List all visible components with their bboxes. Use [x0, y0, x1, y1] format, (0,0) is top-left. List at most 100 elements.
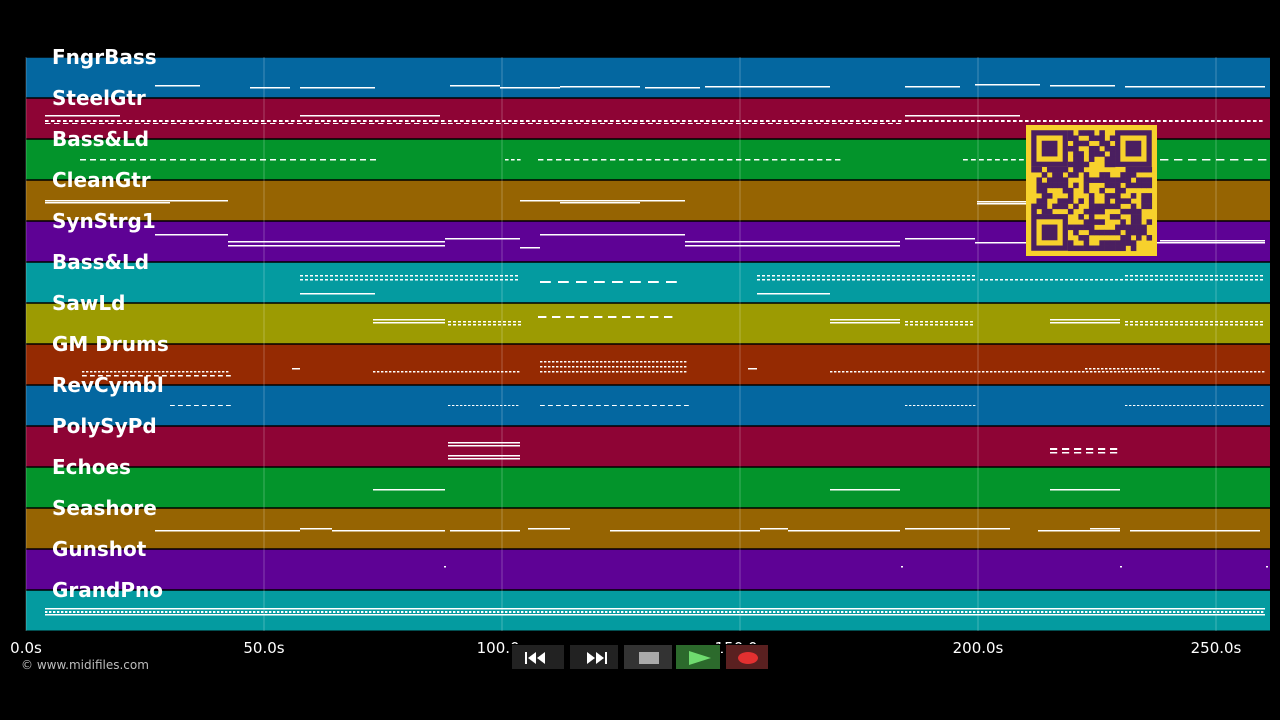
- note: [712, 120, 716, 122]
- stop-button[interactable]: [623, 644, 673, 670]
- record-button[interactable]: [725, 644, 769, 670]
- note: [717, 611, 720, 613]
- note: [902, 279, 905, 281]
- play-button[interactable]: [675, 644, 721, 670]
- qr-module: [1078, 151, 1084, 157]
- note: [470, 279, 473, 281]
- note: [842, 371, 845, 373]
- note: [945, 405, 948, 406]
- note: [1217, 405, 1220, 406]
- note: [520, 247, 540, 249]
- note: [905, 86, 960, 88]
- note: [496, 123, 501, 124]
- note: [802, 275, 805, 277]
- note: [469, 371, 472, 373]
- note: [1165, 275, 1168, 277]
- note: [1258, 371, 1261, 373]
- note: [693, 611, 696, 613]
- note: [306, 123, 312, 124]
- note: [170, 159, 176, 161]
- note: [423, 123, 429, 124]
- note: [685, 241, 900, 243]
- note: [105, 120, 109, 122]
- qr-module: [1057, 177, 1063, 183]
- note: [155, 85, 200, 87]
- note: [640, 120, 644, 122]
- note: [1125, 321, 1128, 323]
- note: [93, 120, 97, 122]
- note: [1140, 279, 1143, 281]
- note: [1257, 611, 1260, 613]
- rewind-button[interactable]: [511, 644, 565, 670]
- qr-module: [1099, 140, 1105, 147]
- note: [1130, 530, 1260, 532]
- note: [564, 371, 567, 373]
- note: [381, 611, 384, 613]
- note: [736, 159, 742, 161]
- note: [1040, 279, 1043, 281]
- qr-module: [1130, 182, 1137, 189]
- note: [966, 371, 969, 373]
- note: [718, 120, 722, 122]
- note: [630, 281, 641, 283]
- note: [285, 611, 288, 613]
- qr-code-icon[interactable]: [1026, 125, 1157, 256]
- note: [449, 611, 452, 613]
- note: [987, 159, 992, 161]
- note: [1105, 611, 1108, 613]
- note: [792, 279, 795, 281]
- qr-module: [1046, 177, 1053, 183]
- note: [1230, 371, 1233, 373]
- note: [1122, 371, 1125, 373]
- note: [503, 324, 506, 326]
- qr-module: [1130, 203, 1137, 210]
- qr-module: [1099, 240, 1105, 246]
- note: [153, 611, 156, 613]
- note: [906, 371, 909, 373]
- note: [830, 319, 900, 321]
- note: [166, 371, 169, 373]
- note: [260, 159, 266, 161]
- note: [573, 611, 576, 613]
- note: [385, 371, 388, 373]
- note: [564, 405, 569, 406]
- note: [448, 324, 451, 326]
- qr-finder: [1041, 224, 1058, 241]
- note: [146, 375, 151, 377]
- note: [684, 405, 689, 406]
- note: [1210, 275, 1213, 277]
- note: [450, 530, 520, 532]
- note: [1215, 279, 1218, 281]
- note: [676, 405, 681, 406]
- note: [1055, 120, 1059, 122]
- note: [97, 611, 100, 613]
- note: [405, 123, 411, 124]
- note: [1141, 611, 1144, 613]
- note: [1223, 120, 1227, 122]
- note: [685, 245, 900, 247]
- note: [484, 405, 487, 406]
- qr-module: [1115, 229, 1121, 236]
- note: [658, 120, 662, 122]
- note: [305, 275, 308, 277]
- note: [1190, 324, 1193, 326]
- note: [915, 324, 918, 326]
- note: [455, 275, 458, 277]
- note: [1014, 371, 1017, 373]
- qr-module: [1062, 166, 1069, 173]
- note: [420, 279, 423, 281]
- qr-module: [1109, 161, 1116, 168]
- qr-module: [1062, 203, 1069, 210]
- note: [778, 120, 782, 122]
- note: [1100, 279, 1103, 281]
- note: [508, 324, 511, 326]
- note: [1085, 611, 1088, 613]
- fast-forward-button[interactable]: [569, 644, 619, 670]
- note: [832, 123, 837, 124]
- note: [980, 279, 983, 281]
- note: [672, 371, 675, 373]
- note: [452, 405, 455, 406]
- note: [960, 321, 963, 323]
- note: [1115, 279, 1118, 281]
